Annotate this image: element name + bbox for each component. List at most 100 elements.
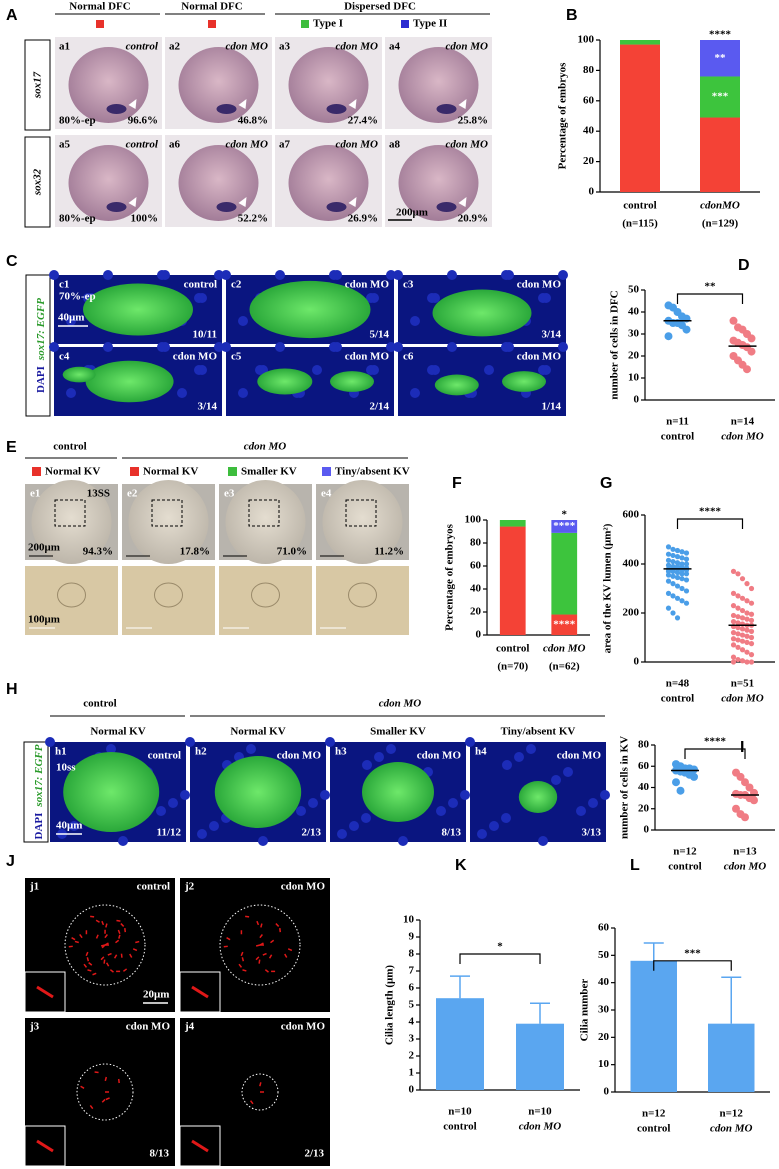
image-id: c2 — [231, 279, 242, 291]
nucleus — [477, 829, 487, 839]
cilium — [191, 1139, 209, 1153]
bar — [436, 998, 484, 1090]
ratio: 8/13 — [149, 1148, 169, 1160]
condition: cdon MO — [517, 351, 562, 363]
cell-cluster — [63, 752, 160, 832]
cilium — [238, 963, 243, 968]
condition: cdon MO — [446, 41, 489, 53]
nucleus — [558, 270, 568, 280]
cilium — [255, 944, 261, 947]
data-point — [683, 571, 690, 577]
nucleus — [168, 798, 178, 808]
data-point — [670, 552, 676, 559]
arrowhead — [238, 99, 247, 109]
bar-segment — [499, 520, 526, 527]
percent: 46.8% — [238, 115, 268, 127]
cilium — [106, 962, 110, 967]
percent: 52.2% — [238, 213, 268, 225]
scale-bar-label: 40μm — [56, 820, 82, 832]
dfc-stain — [436, 104, 457, 114]
data-point — [739, 607, 746, 614]
data-point — [743, 365, 751, 374]
arrowhead — [128, 99, 137, 109]
data-point — [674, 583, 681, 589]
legend-swatch — [96, 20, 104, 28]
subheader: Tiny/absent KV — [501, 726, 576, 738]
nucleus — [325, 737, 335, 747]
nucleus — [362, 760, 372, 770]
legend-swatch — [32, 467, 41, 476]
data-point — [730, 642, 737, 648]
bar-segment — [551, 532, 578, 615]
data-point — [665, 562, 672, 568]
image-id: c5 — [231, 351, 242, 363]
dfc-stain — [436, 202, 457, 212]
nucleus — [436, 806, 446, 816]
stage: 80%-ep — [59, 213, 96, 225]
nucleus — [600, 790, 610, 800]
ratio: 5/14 — [369, 329, 389, 341]
x-tick-label: cdon MO — [543, 643, 586, 655]
data-point — [679, 576, 685, 582]
data-point — [735, 571, 741, 577]
percent: 26.9% — [348, 213, 378, 225]
nucleus — [238, 316, 248, 326]
condition: cdon MO — [417, 750, 462, 762]
cilium — [240, 951, 244, 957]
significance-bracket — [676, 518, 744, 529]
data-point — [735, 605, 741, 611]
inset — [179, 1125, 221, 1167]
data-point — [674, 554, 681, 560]
condition: cdon MO — [517, 279, 562, 291]
bar-segment — [620, 40, 660, 45]
bar — [708, 1023, 755, 1092]
cell-cluster — [330, 371, 374, 392]
nucleus — [275, 342, 285, 352]
data-point — [683, 556, 690, 562]
header: Dispersed DFC — [344, 1, 416, 13]
percent: 11.2% — [374, 546, 404, 558]
data-point — [748, 628, 755, 634]
legend-swatch — [130, 467, 139, 476]
ratio: 10/11 — [193, 329, 217, 341]
data-point — [679, 571, 685, 577]
y-tick-label: 60 — [598, 922, 610, 934]
data-point — [730, 636, 737, 642]
cilium — [135, 940, 140, 944]
scale-bar-label: 100μm — [28, 614, 60, 626]
cilium — [132, 948, 138, 952]
header: Normal DFC — [181, 1, 242, 13]
cell-cluster — [257, 368, 313, 395]
data-point — [674, 574, 681, 581]
condition: cdon MO — [336, 41, 379, 53]
dfc-stain — [216, 104, 237, 114]
cilium — [104, 1076, 108, 1082]
bar-segment — [551, 614, 578, 635]
cilium — [117, 929, 121, 935]
image-id: c6 — [403, 351, 414, 363]
data-point — [739, 615, 746, 621]
data-point — [748, 652, 755, 658]
cilium — [79, 934, 83, 939]
embryo — [31, 480, 112, 564]
stain-egfp: sox17: EGFP — [35, 298, 47, 361]
row-label-box — [24, 39, 51, 131]
micrograph-zoom — [25, 566, 118, 635]
y-tick-label: 100 — [578, 34, 595, 46]
data-point — [730, 659, 737, 665]
data-point — [664, 332, 673, 341]
data-point — [679, 585, 685, 592]
dfc-stain — [106, 104, 127, 114]
cilium — [104, 934, 108, 939]
y-tick-label: 0 — [476, 629, 482, 641]
y-tick-label: 60 — [470, 560, 482, 572]
cell-cluster — [249, 280, 371, 339]
nucleus — [320, 790, 330, 800]
significance-bracket — [684, 748, 746, 759]
ratio: 2/14 — [369, 401, 389, 413]
y-tick-label: 80 — [583, 64, 595, 76]
y-tick-label: 4 — [409, 1016, 415, 1028]
group-header: control — [83, 698, 116, 710]
nucleus — [69, 821, 79, 831]
cilium — [241, 957, 245, 962]
